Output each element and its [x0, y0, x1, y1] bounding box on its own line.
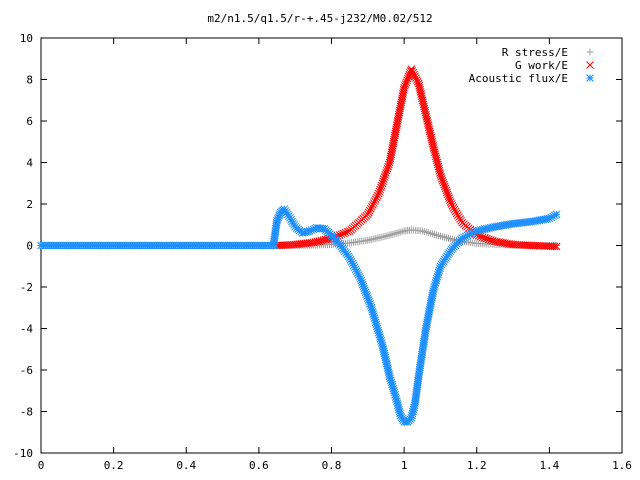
data-point — [408, 67, 417, 75]
legend-label: G work/E — [515, 59, 568, 72]
data-point — [343, 227, 352, 236]
y-tick-label: -4 — [20, 323, 34, 336]
y-tick-label: 8 — [26, 74, 33, 87]
y-tick-label: 6 — [26, 115, 33, 128]
data-point — [412, 74, 420, 83]
y-tick-label: -8 — [20, 406, 33, 419]
series-acoustic-flux-e — [37, 205, 561, 426]
data-point — [366, 204, 375, 213]
data-point — [456, 215, 464, 223]
data-point — [452, 209, 461, 218]
data-point — [450, 205, 459, 214]
data-point — [370, 197, 379, 206]
data-point — [552, 210, 561, 219]
data-point — [367, 202, 376, 211]
data-point — [446, 198, 455, 206]
data-point — [379, 177, 387, 186]
data-point — [455, 213, 463, 221]
data-point — [384, 162, 393, 171]
y-tick-label: 0 — [26, 240, 33, 253]
data-point — [451, 207, 460, 216]
y-tick-label: -6 — [20, 364, 33, 377]
data-point — [337, 230, 346, 239]
data-point — [382, 166, 391, 175]
data-point — [382, 169, 390, 177]
x-tick-label: 1.2 — [467, 459, 487, 472]
chart-title: m2/n1.5/q1.5/r-+.45-j232/M0.02/512 — [207, 12, 432, 25]
data-point — [480, 234, 489, 242]
data-point — [365, 206, 374, 215]
data-point — [373, 191, 382, 200]
data-point — [377, 181, 386, 190]
data-point — [368, 201, 377, 209]
axes-ticks: 0 0.2 0.4 0.6 0.8 1 1.2 1.4 1.6 10 8 6 4 2 0 -2 -4 -6 -8 -1… — [13, 32, 632, 472]
data-point — [371, 195, 380, 204]
data-point — [363, 210, 372, 219]
y-tick-label: -10 — [13, 447, 33, 460]
data-point — [552, 242, 561, 251]
data-point — [482, 234, 491, 243]
data-point — [410, 70, 418, 79]
data-point — [380, 173, 389, 181]
legend-label: R stress/E — [502, 46, 568, 59]
data-point — [553, 242, 561, 249]
data-point — [454, 211, 462, 220]
series-layer — [37, 65, 561, 426]
series-g-work-e — [273, 65, 561, 251]
x-tick-label: 0.2 — [104, 459, 124, 472]
legend-marker — [586, 74, 594, 82]
data-point — [379, 175, 388, 183]
data-point — [375, 187, 384, 196]
legend-marker — [586, 61, 594, 69]
legend-marker — [586, 48, 594, 56]
data-point — [377, 183, 385, 192]
data-point — [449, 203, 458, 212]
data-point — [407, 65, 416, 73]
y-tick-label: 4 — [26, 157, 33, 170]
data-point — [339, 229, 348, 238]
data-point — [412, 76, 421, 84]
y-tick-label: 10 — [20, 32, 33, 45]
data-point — [374, 189, 383, 198]
data-point — [372, 193, 381, 202]
data-point — [376, 185, 385, 194]
x-tick-label: 0.6 — [249, 459, 269, 472]
data-point — [341, 228, 350, 237]
x-tick-label: 1 — [401, 459, 408, 472]
data-point — [487, 236, 495, 244]
x-tick-label: 1.6 — [612, 459, 632, 472]
data-point — [447, 200, 456, 208]
data-point — [411, 72, 419, 81]
y-tick-label: 2 — [26, 198, 33, 211]
data-point — [378, 179, 387, 188]
data-point — [409, 68, 418, 77]
data-point — [485, 235, 493, 244]
data-point — [364, 208, 373, 217]
data-point — [381, 171, 390, 179]
legend-label: Acoustic flux/E — [469, 72, 568, 85]
data-point — [550, 242, 559, 251]
data-point — [478, 233, 487, 242]
data-point — [369, 199, 378, 207]
data-point — [383, 164, 392, 173]
x-tick-label: 0.4 — [176, 459, 196, 472]
data-point — [448, 202, 457, 210]
x-tick-label: 0 — [38, 459, 45, 472]
x-tick-label: 0.8 — [322, 459, 342, 472]
y-tick-label: -2 — [20, 281, 33, 294]
x-tick-label: 1.4 — [539, 459, 559, 472]
data-point — [476, 232, 485, 241]
